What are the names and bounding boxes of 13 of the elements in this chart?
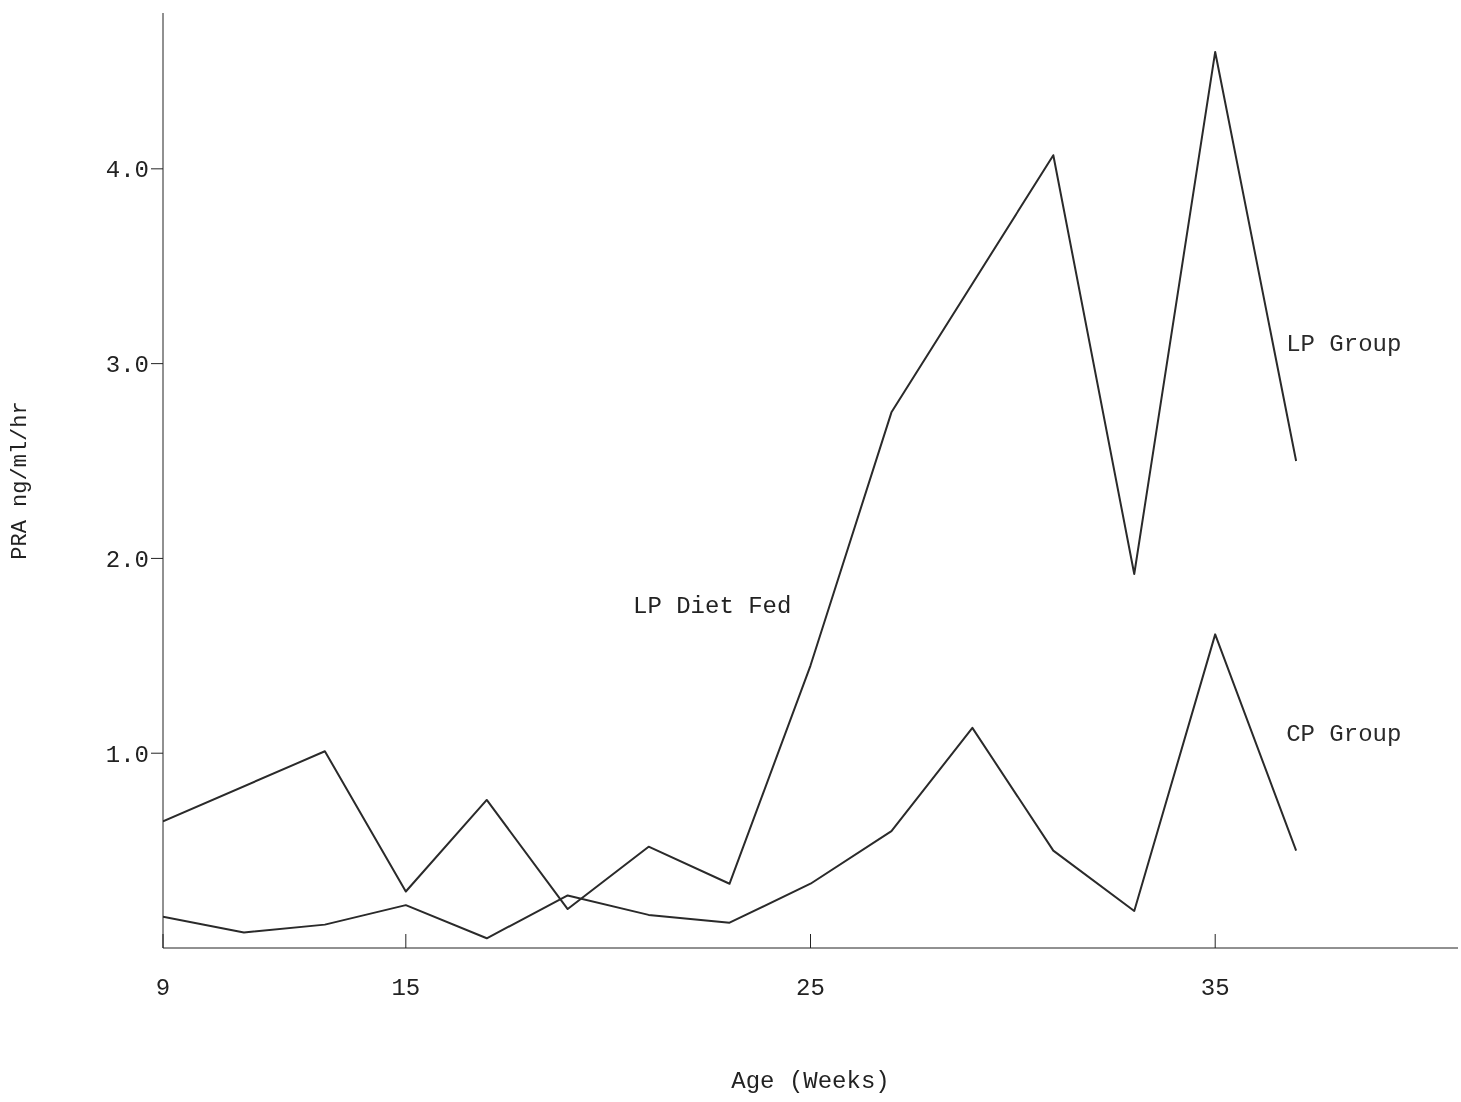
y-tick-label: 4.0 [105,157,149,185]
y-tick-label: 2.0 [105,546,149,574]
series-label: CP Group [1286,720,1402,748]
x-tick-label: 9 [155,975,171,1003]
x-axis-title: Age (Weeks) [731,1068,890,1095]
annotation: LP Diet Fed [633,593,792,620]
x-tick-label: 15 [391,975,421,1003]
y-tick-label: 3.0 [105,352,149,380]
y-axis-title: PRA ng/ml/hr [7,401,33,560]
series-label: LP Group [1286,331,1402,359]
x-tick-label: 25 [796,975,825,1003]
y-tick-label: 1.0 [105,741,149,769]
x-tick-label: 35 [1200,975,1230,1003]
